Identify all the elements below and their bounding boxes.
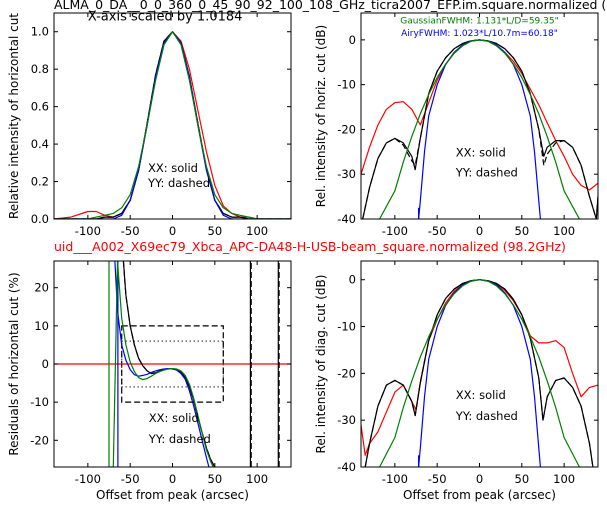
y-axis-label: Rel. intensity of diag. cut (dB) xyxy=(314,275,328,454)
series-line-3 xyxy=(418,279,541,467)
series-line-9 xyxy=(110,261,214,467)
ticks: -100 -50 0 50 100 0.0 0.2 0.4 0.6 0.8 1.0 xyxy=(31,13,291,238)
x-axis-label: Offset from peak (arcsec) xyxy=(403,488,556,502)
x-tick-label: 50 xyxy=(208,224,223,238)
x-tick-label: 0 xyxy=(476,224,483,238)
annotation-0: GaussianFWHM: 1.131*L/D=59.35" xyxy=(400,16,558,26)
annotation-0: X-axis scaled by 1.0184 xyxy=(88,9,243,24)
y-tick-label: 20 xyxy=(34,281,49,295)
series-line-1 xyxy=(362,39,598,219)
plot-area xyxy=(361,279,598,467)
annotation-1: AiryFWHM: 1.023*L/10.7m=60.18" xyxy=(401,29,558,39)
figure-title-top: ALMA_0_DA__0_0_360_0_45_90_92_100_108_GH… xyxy=(54,0,606,12)
series-line-5 xyxy=(379,39,580,219)
x-tick-label: 100 xyxy=(246,472,268,486)
series-line-3 xyxy=(418,39,541,219)
x-tick-label: -50 xyxy=(428,224,447,238)
y-tick-label: 10 xyxy=(34,319,49,333)
series-line-5 xyxy=(379,279,580,467)
x-tick-label: -100 xyxy=(382,224,408,238)
y-tick-label: 0.6 xyxy=(31,100,49,114)
series-line-0 xyxy=(361,279,598,456)
x-tick-label: 100 xyxy=(246,224,268,238)
x-tick-label: -50 xyxy=(121,224,140,238)
y-tick-label: -40 xyxy=(337,212,356,226)
y-axis-label: Relative intensity of horizontal cut xyxy=(7,13,21,219)
y-tick-label: 0.0 xyxy=(31,212,49,226)
annotation-1: YY: dashed xyxy=(455,409,518,423)
series-line-2 xyxy=(364,279,594,467)
series-line-4 xyxy=(54,31,291,219)
plot-area xyxy=(54,261,291,467)
y-tick-label: -20 xyxy=(337,122,356,136)
x-tick-label: 0 xyxy=(476,472,483,486)
x-tick-label: -100 xyxy=(75,472,101,486)
y-tick-label: -20 xyxy=(30,433,49,447)
annotation-2: XX: solid xyxy=(456,145,506,159)
y-tick-label: -10 xyxy=(30,395,49,409)
annotation-1: YY: dashed xyxy=(148,432,211,446)
x-tick-label: -50 xyxy=(121,472,140,486)
plot-area xyxy=(54,31,291,219)
y-tick-label: 0.4 xyxy=(31,137,49,151)
y-tick-label: -20 xyxy=(337,366,356,380)
y-tick-label: -40 xyxy=(337,460,356,474)
x-tick-label: 50 xyxy=(515,224,530,238)
annotation-1: XX: solid xyxy=(148,161,198,175)
y-tick-label: -30 xyxy=(337,167,356,181)
axes-frame xyxy=(360,12,599,220)
annotation-0: XX: solid xyxy=(149,411,199,425)
series-line-2 xyxy=(54,31,291,219)
chart-top-left: -100 -50 0 50 100 0.0 0.2 0.4 0.6 0.8 1.0 Relative … xyxy=(7,9,292,238)
x-tick-label: 0 xyxy=(169,472,176,486)
y-axis-label: Residuals of horizontal cut (%) xyxy=(7,272,21,455)
y-tick-label: 0 xyxy=(349,33,356,47)
x-tick-label: 100 xyxy=(553,472,575,486)
x-tick-label: 50 xyxy=(515,472,530,486)
x-tick-label: 50 xyxy=(208,472,223,486)
y-tick-label: 0 xyxy=(349,273,356,287)
y-tick-label: 1.0 xyxy=(31,25,49,39)
ticks: -100 -50 0 50 100-40-30-20-100 xyxy=(337,13,598,238)
series-line-7 xyxy=(114,261,210,467)
series-line-0 xyxy=(54,31,291,219)
axes-frame xyxy=(360,260,599,468)
annotation-2: YY: dashed xyxy=(147,176,210,190)
x-tick-label: 100 xyxy=(553,224,575,238)
x-tick-label: -100 xyxy=(75,224,101,238)
y-tick-label: 0 xyxy=(42,357,49,371)
x-tick-label: -100 xyxy=(382,472,408,486)
x-tick-label: -50 xyxy=(428,472,447,486)
ticks: -100 -50 0 50 100-40-30-20-100 xyxy=(337,261,598,486)
annotation-3: YY: dashed xyxy=(455,165,518,179)
y-axis-label: Rel. intensity of horiz. cut (dB) xyxy=(314,25,328,207)
figure-title-mid: uid___A002_X69ec79_Xbca_APC-DA48-H-USB-b… xyxy=(54,239,566,254)
series-line-1 xyxy=(364,279,594,467)
y-tick-label: -10 xyxy=(337,320,356,334)
x-axis-label: Offset from peak (arcsec) xyxy=(96,488,249,502)
series-line-1 xyxy=(54,31,291,219)
x-tick-label: 0 xyxy=(169,224,176,238)
annotation-0: XX: solid xyxy=(456,388,506,402)
y-tick-label: 0.2 xyxy=(31,175,49,189)
y-tick-label: -10 xyxy=(337,78,356,92)
plot-area xyxy=(361,39,598,219)
y-tick-label: 0.8 xyxy=(31,62,49,76)
series-line-2 xyxy=(362,39,598,219)
y-tick-label: -30 xyxy=(337,413,356,427)
series-line-3 xyxy=(54,31,291,219)
